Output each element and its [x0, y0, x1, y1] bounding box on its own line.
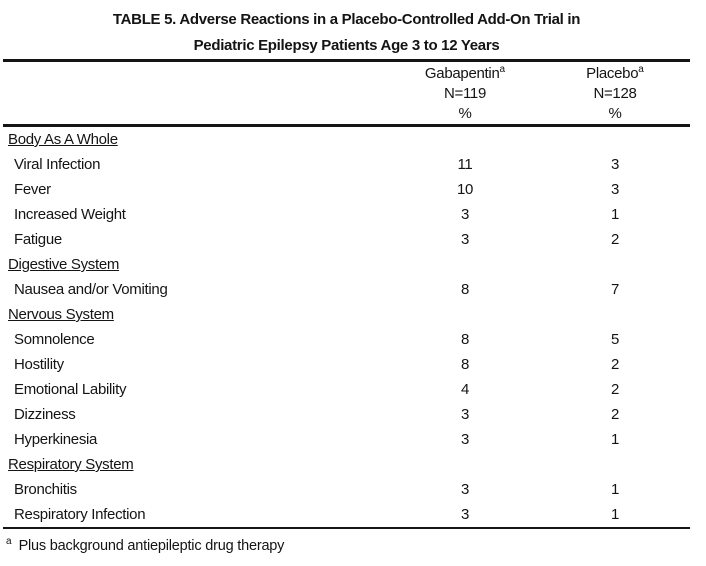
row-label: Dizziness	[14, 406, 76, 423]
table-title: TABLE 5. Adverse Reactions in a Placebo-…	[3, 0, 690, 59]
row-label: Somnolence	[14, 331, 95, 348]
gabapentin-value: 3	[460, 206, 470, 223]
placebo-value: 1	[610, 506, 620, 523]
table-row: Dizziness 3 2	[3, 402, 690, 427]
gabapentin-value: 8	[460, 281, 470, 298]
placebo-value: 2	[610, 406, 620, 423]
section-name: Nervous System	[8, 306, 114, 323]
table-body: Body As A Whole Viral Infection 11 3 Fev…	[3, 127, 690, 527]
table-row: Fatigue 3 2	[3, 227, 690, 252]
section-header-respiratory-system: Respiratory System	[3, 452, 690, 477]
row-label: Emotional Lability	[14, 381, 127, 398]
footnote-text: Plus background antiepileptic drug thera…	[18, 538, 285, 554]
placebo-value: 1	[610, 206, 620, 223]
placebo-n: N=128	[593, 85, 637, 102]
row-label: Fever	[14, 181, 51, 198]
gabapentin-value: 3	[460, 406, 470, 423]
section-header-digestive-system: Digestive System	[3, 252, 690, 277]
gabapentin-label: Gabapentin	[424, 65, 500, 82]
table-row: Hyperkinesia 3 1	[3, 427, 690, 452]
column-name-gabapentin: Gabapentina	[390, 64, 540, 84]
gabapentin-value: 8	[460, 356, 470, 373]
placebo-value: 3	[610, 181, 620, 198]
row-label: Fatigue	[14, 231, 62, 248]
section-header-body-as-a-whole: Body As A Whole	[3, 127, 690, 152]
gabapentin-value: 8	[460, 331, 470, 348]
placebo-value: 2	[610, 356, 620, 373]
table-header-row: Gabapentina N=119 % Placeboa N=128 %	[3, 62, 690, 124]
table-title-line1: TABLE 5. Adverse Reactions in a Placebo-…	[112, 11, 581, 28]
row-label: Viral Infection	[14, 156, 101, 173]
gabapentin-value: 11	[457, 156, 473, 173]
header-spacer	[3, 62, 390, 124]
placebo-value: 2	[610, 231, 620, 248]
column-header-gabapentin: Gabapentina N=119 %	[390, 62, 540, 124]
table-row: Increased Weight 3 1	[3, 202, 690, 227]
placebo-unit: %	[608, 105, 622, 122]
table-row: Hostility 8 2	[3, 352, 690, 377]
header-rule	[3, 124, 690, 127]
table-row: Respiratory Infection 3 1	[3, 502, 690, 527]
table-row: Somnolence 8 5	[3, 327, 690, 352]
table-row: Emotional Lability 4 2	[3, 377, 690, 402]
placebo-value: 7	[610, 281, 620, 298]
placebo-label: Placebo	[586, 65, 639, 82]
placebo-footnote-marker: a	[638, 64, 644, 75]
table-row: Bronchitis 3 1	[3, 477, 690, 502]
row-label: Increased Weight	[14, 206, 126, 223]
placebo-value: 2	[610, 381, 620, 398]
row-label: Respiratory Infection	[14, 506, 146, 523]
gabapentin-value: 10	[456, 181, 474, 198]
row-label: Bronchitis	[14, 481, 77, 498]
table-row: Viral Infection 11 3	[3, 152, 690, 177]
row-label: Hostility	[14, 356, 64, 373]
table-footnote: a Plus background antiepileptic drug ther…	[6, 536, 285, 554]
row-label: Nausea and/or Vomiting	[14, 281, 168, 298]
row-label: Hyperkinesia	[14, 431, 98, 448]
bottom-rule	[3, 527, 690, 529]
placebo-value: 5	[610, 331, 620, 348]
gabapentin-unit: %	[458, 105, 472, 122]
section-name: Body As A Whole	[8, 131, 118, 148]
placebo-value: 3	[610, 156, 620, 173]
placebo-value: 1	[610, 431, 620, 448]
section-name: Respiratory System	[8, 456, 134, 473]
top-rule	[3, 59, 690, 62]
gabapentin-value: 4	[460, 381, 470, 398]
footnote-marker: a	[6, 536, 12, 548]
gabapentin-value: 3	[460, 506, 470, 523]
table-row: Nausea and/or Vomiting 8 7	[3, 277, 690, 302]
gabapentin-footnote-marker: a	[499, 64, 506, 75]
gabapentin-n: N=119	[443, 85, 486, 102]
column-name-placebo: Placeboa	[540, 64, 690, 84]
adverse-reactions-table: TABLE 5. Adverse Reactions in a Placebo-…	[3, 0, 690, 529]
section-header-nervous-system: Nervous System	[3, 302, 690, 327]
table-title-line2: Pediatric Epilepsy Patients Age 3 to 12 …	[193, 37, 500, 54]
gabapentin-value: 3	[460, 431, 470, 448]
section-name: Digestive System	[8, 256, 120, 273]
gabapentin-value: 3	[460, 481, 470, 498]
gabapentin-value: 3	[460, 231, 470, 248]
placebo-value: 1	[610, 481, 620, 498]
column-header-placebo: Placeboa N=128 %	[540, 62, 690, 124]
table-row: Fever 10 3	[3, 177, 690, 202]
